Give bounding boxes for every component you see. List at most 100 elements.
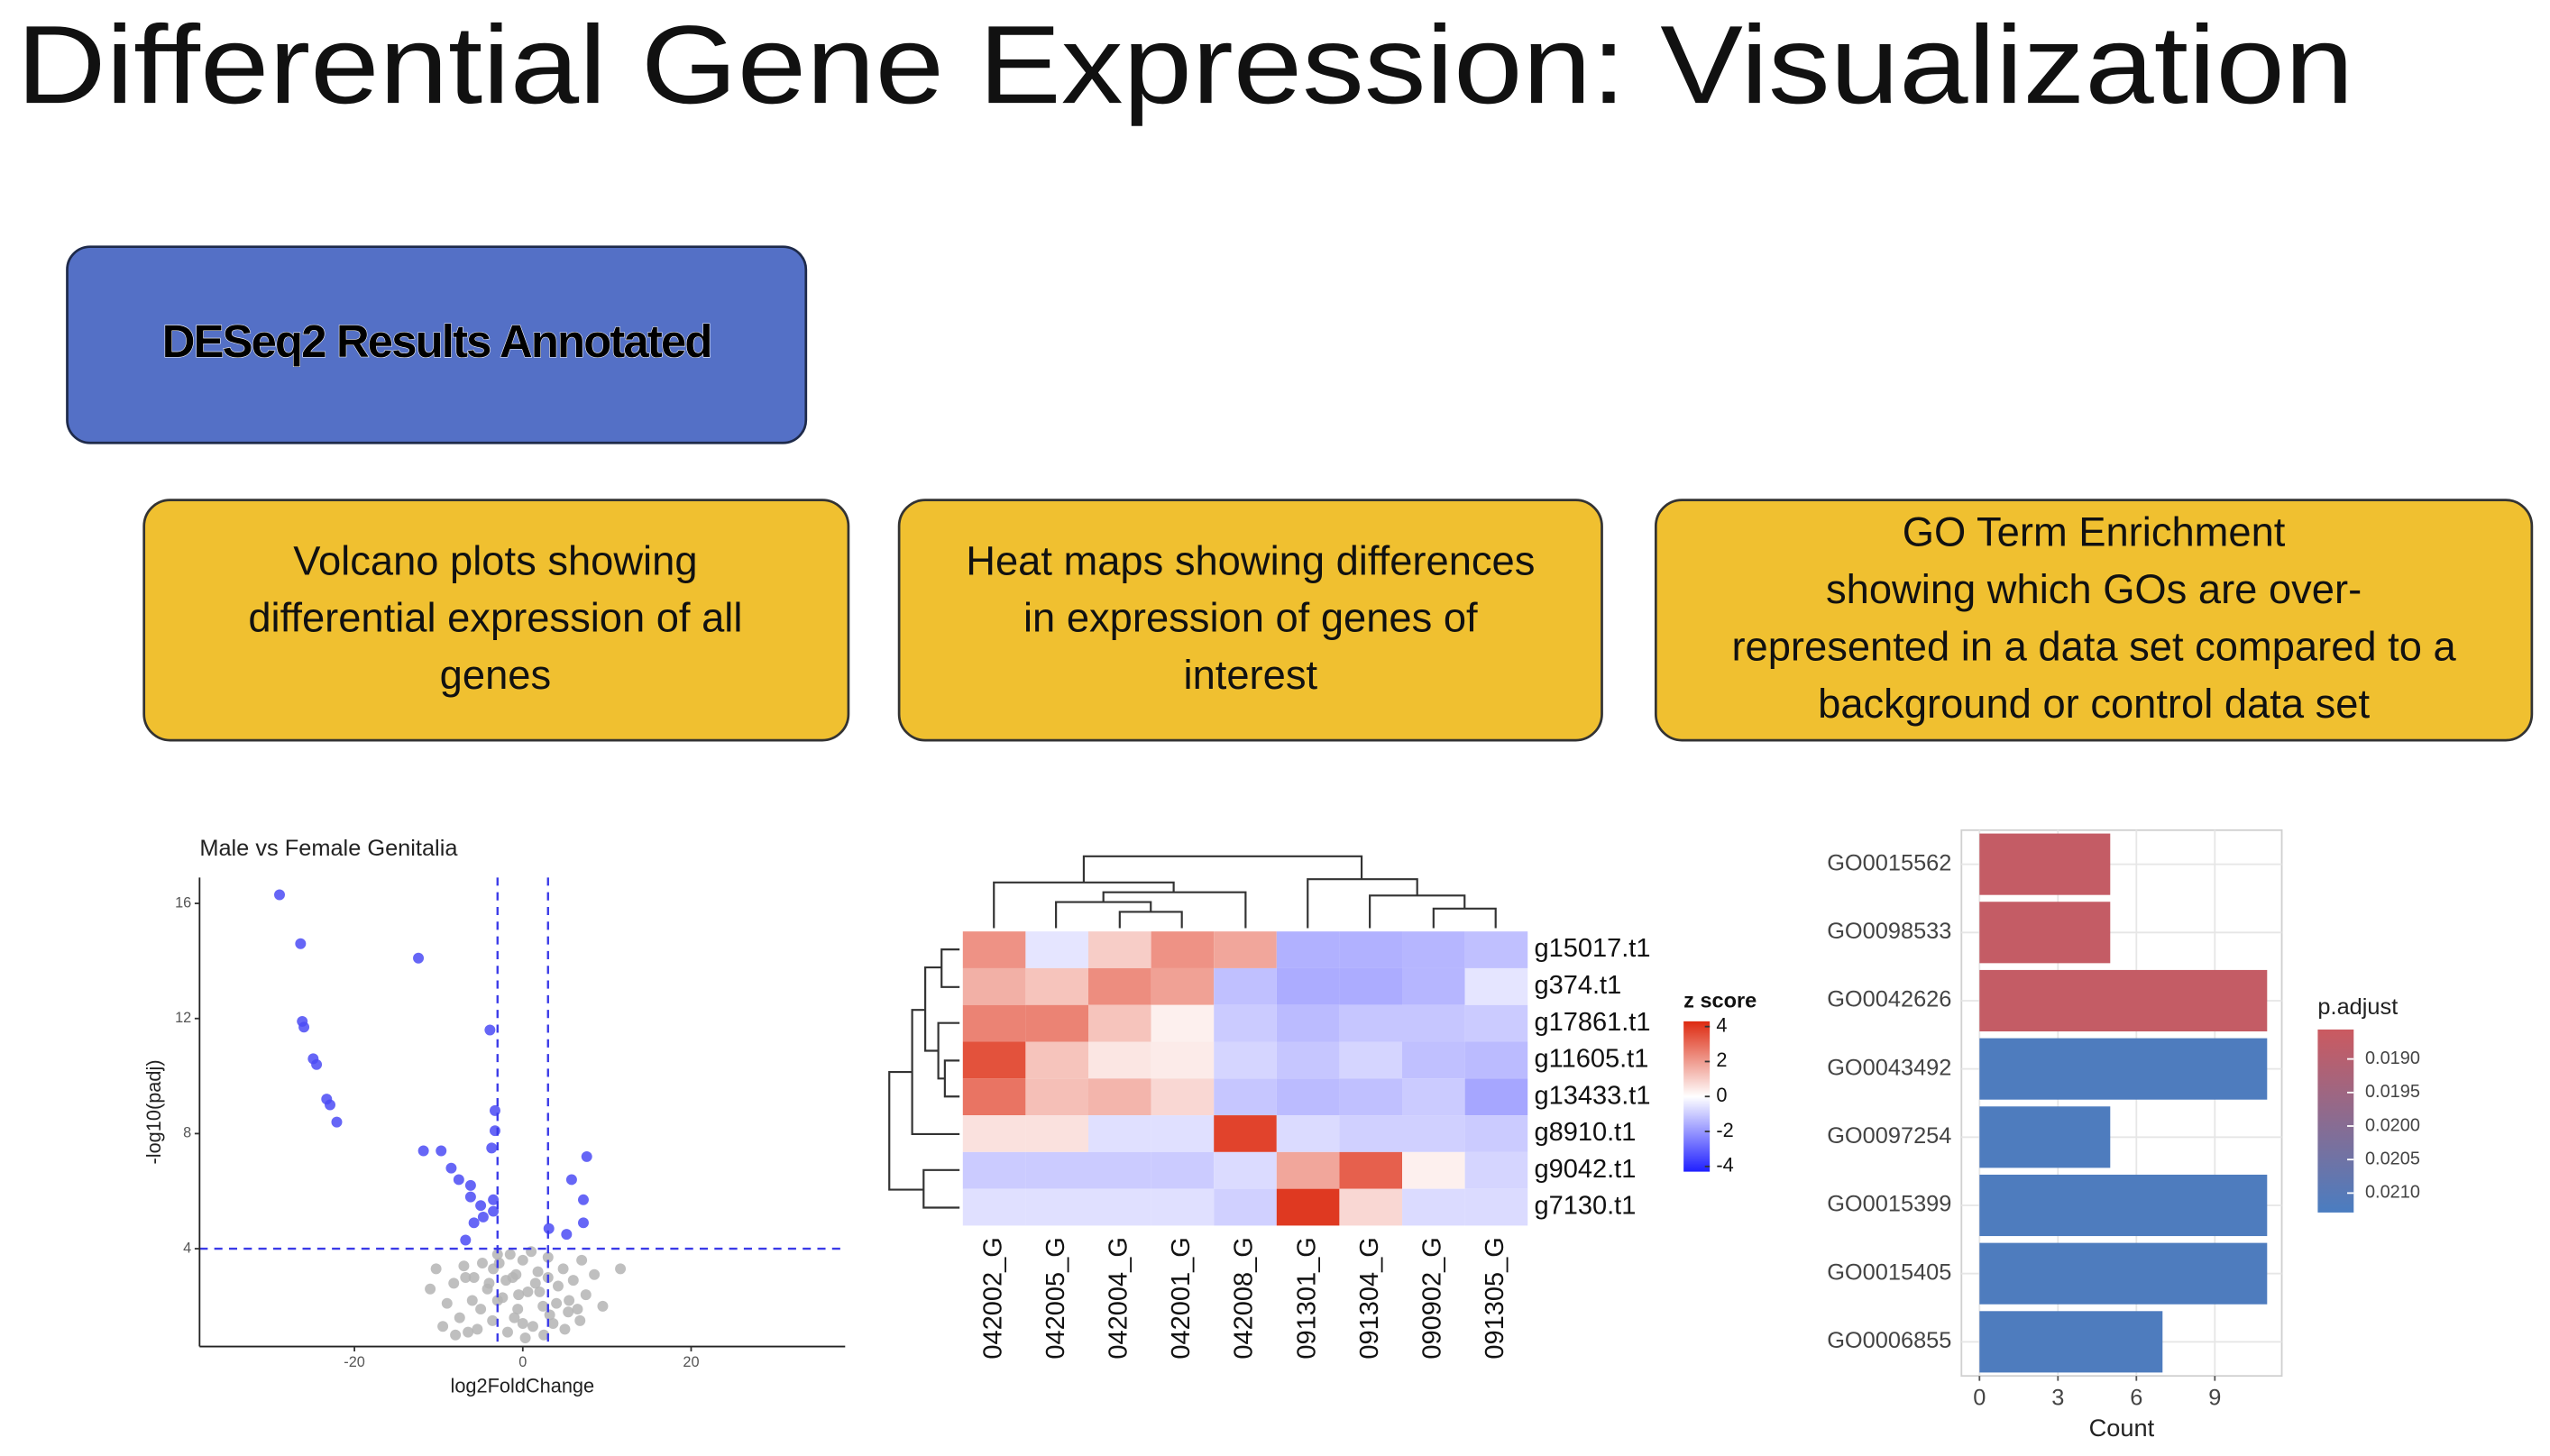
column-label: 091304_G (1355, 1237, 1384, 1359)
point (477, 1211, 489, 1222)
colorbar-tick-label: 0.0205 (2365, 1149, 2420, 1168)
row-label: g8910.t1 (1534, 1118, 1636, 1147)
point (551, 1297, 563, 1309)
heatmap-cell (1214, 1078, 1277, 1116)
bar (1979, 969, 2268, 1032)
row-label: g11605.t1 (1534, 1045, 1648, 1074)
point (458, 1260, 470, 1272)
point (441, 1297, 453, 1309)
point (512, 1304, 524, 1315)
point (295, 938, 307, 949)
point (475, 1200, 487, 1212)
point (450, 1329, 462, 1341)
topic-box (897, 499, 1603, 742)
heatmap-cell (1151, 1151, 1215, 1189)
topic-box-line: background or control data set (1818, 681, 2370, 727)
y-axis-label: -log10(padj) (142, 1059, 165, 1164)
point (489, 1125, 500, 1137)
point (547, 1318, 559, 1330)
point (574, 1314, 586, 1326)
bar (1979, 902, 2111, 964)
heatmap-cell (1464, 1004, 1528, 1042)
heatmap-cell (1151, 1004, 1215, 1042)
heatmap-cell (962, 1041, 1026, 1079)
row-label: g15017.t1 (1534, 934, 1650, 963)
heatmap-cell (1339, 1188, 1403, 1226)
heatmap-cell (1464, 1078, 1528, 1116)
colorbar-tick-label: 0.0210 (2365, 1183, 2420, 1203)
y-tick-label: GO0015562 (1827, 850, 1951, 875)
x-tick-label: -20 (344, 1354, 365, 1370)
y-tick-label: GO0042626 (1827, 987, 1951, 1012)
point (597, 1300, 609, 1312)
column-label: 091301_G (1292, 1237, 1321, 1359)
y-tick-label: GO0015405 (1827, 1259, 1951, 1285)
topic-box-line: represented in a data set compared to a (1731, 623, 2456, 669)
colorbar-title: p.adjust (2317, 994, 2398, 1020)
point (425, 1283, 436, 1295)
heatmap-cell (1088, 967, 1151, 1005)
point (493, 1258, 505, 1268)
point (561, 1229, 573, 1241)
point (325, 1099, 335, 1111)
x-tick-label: 0 (518, 1354, 527, 1370)
point (519, 1332, 531, 1343)
heatmap-cell (1402, 1004, 1465, 1042)
heatmap-cell (1151, 1115, 1215, 1152)
topic-box (1654, 499, 2534, 742)
heatmap-cell (1276, 1078, 1340, 1116)
heatmap-cell (1402, 931, 1465, 968)
point (311, 1058, 323, 1070)
point (448, 1277, 460, 1289)
heatmap-cell (1402, 967, 1465, 1005)
colorbar-tick-label: 0.0190 (2365, 1049, 2420, 1068)
y-tick-label: GO0097254 (1827, 1123, 1951, 1149)
colorbar-tick-label: 0.0195 (2365, 1082, 2420, 1102)
point (542, 1251, 554, 1263)
topic-box-line: interest (1184, 652, 1318, 698)
point (445, 1162, 457, 1174)
row-label: g13433.t1 (1534, 1081, 1650, 1110)
y-tick-label: GO0043492 (1827, 1055, 1951, 1080)
y-tick-label: 12 (175, 1010, 191, 1026)
point (453, 1174, 464, 1186)
heatmap-cell (1276, 1115, 1340, 1152)
header-box (66, 245, 808, 444)
column-label: 091305_G (1481, 1237, 1509, 1359)
x-axis-label: log2FoldChange (450, 1375, 594, 1397)
point (472, 1323, 483, 1335)
y-tick-label: 4 (183, 1240, 191, 1256)
heatmap-cell (1025, 1078, 1089, 1116)
topic-box-line: showing which GOs are over- (1826, 566, 2362, 612)
heatmap-cell (1151, 931, 1215, 968)
point (483, 1277, 495, 1289)
point (563, 1306, 574, 1318)
heatmap-cell (1025, 1115, 1089, 1152)
point (567, 1275, 579, 1287)
x-tick-label: 3 (2051, 1385, 2064, 1410)
heatmap-cell (1088, 1041, 1151, 1079)
column-label: 042004_G (1104, 1237, 1133, 1359)
heatmap-cell (1025, 1188, 1089, 1226)
heatmap-cell (1214, 1188, 1277, 1226)
point (534, 1286, 546, 1297)
heatmap-cell (1339, 1004, 1403, 1042)
point (491, 1295, 503, 1306)
heatmap-cell (962, 1115, 1026, 1152)
point (576, 1254, 588, 1266)
bar (1979, 1038, 2268, 1100)
heatmap-cell (1214, 931, 1277, 968)
point (487, 1314, 499, 1326)
x-tick-label: 0 (1973, 1385, 1986, 1410)
heatmap-cell (1402, 1151, 1465, 1189)
heatmap-cell (1402, 1041, 1465, 1079)
point (488, 1205, 500, 1217)
column-label: 090902_G (1417, 1237, 1446, 1359)
x-tick-label: 9 (2208, 1385, 2221, 1410)
heatmap-cell (1276, 1151, 1340, 1189)
point (572, 1304, 583, 1315)
point (527, 1321, 538, 1332)
heatmap-cell (1276, 967, 1340, 1005)
